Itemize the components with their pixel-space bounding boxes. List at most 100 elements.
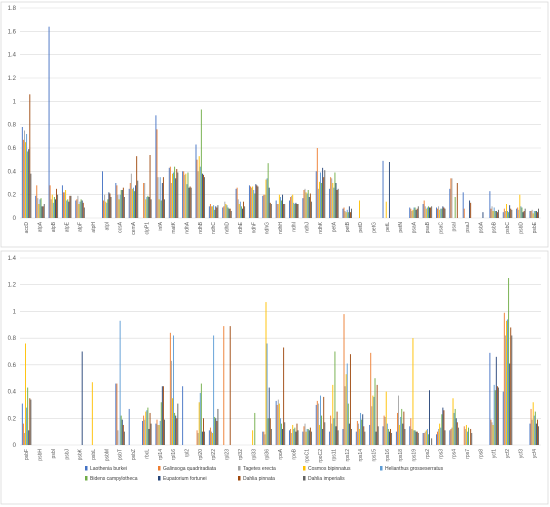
bar-ndhA-9: [190, 187, 192, 218]
x-tick-label: ndhC: [211, 222, 217, 234]
bar-psbT-3: [117, 430, 119, 445]
bar-ycf4-2: [530, 408, 532, 445]
bar-psbB-9: [497, 209, 499, 218]
bar-rpl20-8: [203, 418, 204, 445]
bar-rpl22-9: [217, 408, 219, 445]
bar-psaB-3: [424, 206, 426, 218]
bar-rps3-3: [438, 428, 440, 445]
bar-clpP1-4: [145, 199, 147, 218]
bar-rpl22-8: [216, 420, 218, 445]
bar-psaB-7: [429, 207, 430, 218]
x-tick-label: atpE: [64, 221, 70, 232]
bar-psbD-5: [520, 206, 522, 218]
bar-ycf4-6: [534, 411, 536, 445]
bar-atpE-4: [65, 190, 67, 218]
x-tick-label: psaB: [425, 221, 431, 233]
bar-atpF-3: [77, 195, 79, 218]
bar-rps14-3: [357, 423, 359, 445]
bar-ccsA-5: [119, 194, 121, 218]
bar-psbT-2: [116, 383, 118, 445]
bar-ndhC-9: [217, 205, 219, 218]
bar-ycf2-9: [511, 335, 513, 445]
bar-ycf4-1: [529, 423, 531, 445]
x-tick-label: rps2: [425, 449, 431, 459]
bar-atpI-2: [103, 200, 105, 218]
bar-ycf4-5: [533, 415, 535, 445]
bar-rpoC2-2: [316, 400, 318, 445]
bar-ndhH-6: [281, 200, 282, 218]
bar-psaC-3: [438, 206, 440, 218]
bar-petA-6: [334, 172, 336, 218]
x-tick-label: rpl2: [184, 449, 190, 458]
bar-rps15-5: [373, 396, 375, 445]
bar-rpoC2-5: [320, 395, 321, 445]
bar-ndhF-4: [252, 186, 254, 218]
bar-rpoB-8: [296, 423, 298, 445]
bar-rps14-8: [363, 426, 365, 445]
bar-rpl14-7: [161, 386, 163, 445]
bar-ndhK-6: [321, 183, 323, 218]
bar-psbE-7: [535, 211, 537, 218]
bar-rpl23-2: [223, 326, 225, 445]
bar-clpP1-6: [147, 195, 149, 218]
bar-ycf4-9: [538, 426, 539, 445]
bar-atpE-5: [66, 200, 68, 218]
bar-rpoC2-3: [317, 403, 319, 445]
bar-rpoC1-2: [303, 426, 305, 445]
bar-ycf1-2: [490, 419, 492, 445]
bar-rps7-4: [465, 424, 467, 445]
bar-psaB-5: [426, 207, 428, 218]
bar-rpoA-2: [276, 404, 278, 445]
bar-rps19-4: [412, 338, 414, 445]
bar-ycf1-6: [494, 390, 496, 445]
bar-rpl16-7: [175, 415, 177, 445]
bar-rps19-9: [417, 432, 419, 445]
bar-rpoB-1: [289, 430, 290, 445]
bar-ycf1-7: [495, 356, 497, 445]
bar-rps4-3: [451, 427, 453, 445]
bar-atpI-3: [104, 194, 106, 218]
bar-rps18-5: [400, 416, 402, 445]
bar-rps11-3: [331, 423, 333, 445]
bar-rps12-1: [342, 428, 344, 445]
x-tick-label: rps14: [358, 449, 364, 462]
bar-rpoC1-1: [302, 431, 304, 445]
bar-psaA-1: [409, 207, 411, 218]
y-tick-label: 0: [13, 216, 17, 222]
bar-rps3-7: [442, 407, 444, 445]
bar-ccsA-6: [120, 190, 122, 218]
bar-rps2-5: [426, 428, 428, 445]
bar-petL-7: [388, 162, 390, 218]
x-tick-label: rps16: [385, 449, 391, 462]
bar-rps7-6: [468, 427, 469, 445]
x-tick-label: ndhG: [265, 222, 271, 234]
bar-atpA-4: [38, 204, 40, 218]
bar-atpF-9: [83, 207, 85, 218]
bar-ndhK-3: [317, 188, 319, 218]
bar-rps2-9: [431, 438, 433, 445]
bar-rps15-3: [371, 406, 373, 445]
bar-rbcL-3: [144, 419, 146, 445]
bar-atpI-4: [105, 201, 107, 218]
bar-ndhE-2: [236, 187, 238, 218]
x-tick-label: ndhB: [198, 221, 204, 233]
legend-item: Cosmos bipinnatus: [303, 466, 351, 472]
bar-psbT-6: [120, 415, 122, 445]
bar-ndhC-1: [208, 206, 210, 218]
bar-rps15-6: [374, 378, 376, 445]
y-tick-label: 1.6: [8, 29, 17, 35]
bar-psbE-9: [538, 208, 539, 218]
bar-rps14-6: [361, 419, 363, 445]
bar-rpl36-9: [270, 428, 272, 445]
bar-atpF-2: [76, 199, 78, 218]
bar-ndhG-6: [267, 163, 269, 218]
bar-ndhA-6: [187, 172, 189, 218]
bar-rps19-7: [415, 431, 417, 445]
bar-rpl14-6: [160, 402, 162, 445]
panel-frame-top: [0, 1, 549, 248]
legend-swatch: [158, 466, 161, 471]
bar-psbB-6: [494, 211, 496, 218]
x-tick-label: psbJ: [64, 449, 70, 460]
bar-ycf1-8: [496, 386, 498, 445]
bar-rps16-1: [382, 426, 384, 445]
